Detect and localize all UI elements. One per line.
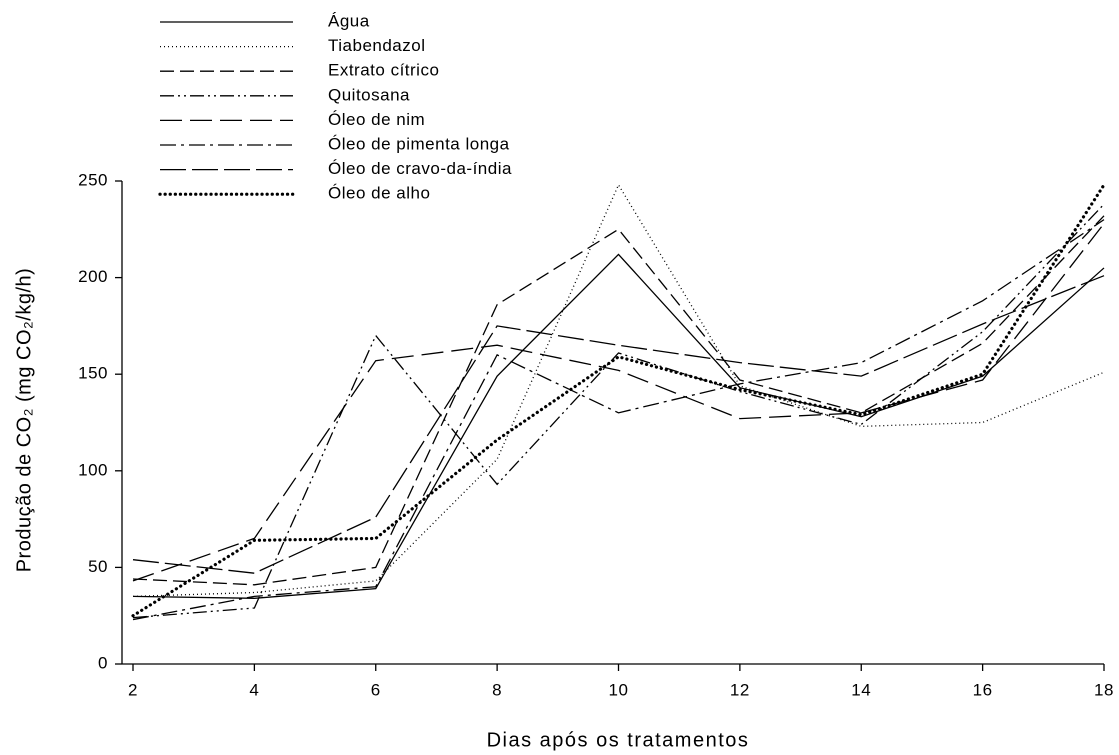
y-tick-label: 250 [78, 170, 108, 189]
x-tick-label: 14 [851, 680, 871, 699]
legend-label: Quitosana [328, 85, 410, 104]
y-tick-label: 200 [78, 267, 108, 286]
x-tick-label: 18 [1094, 680, 1114, 699]
x-tick-label: 10 [609, 680, 629, 699]
y-axis-label: Produção de CO₂ (mg CO₂/kg/h) [13, 268, 35, 573]
series-line [132, 219, 1105, 621]
x-axis-label: Dias após os tratamentos [487, 729, 750, 751]
x-tick-label: 12 [730, 680, 750, 699]
series-line [132, 253, 1105, 599]
x-tick-label: 16 [973, 680, 993, 699]
legend-label: Tiabendazol [328, 36, 426, 55]
x-tick-label: 6 [371, 680, 381, 699]
x-tick-label: 2 [128, 680, 138, 699]
series-line [132, 275, 1105, 574]
series-line [132, 183, 1105, 598]
x-tick-label: 8 [492, 680, 502, 699]
x-tick-label: 4 [249, 680, 259, 699]
y-tick-label: 150 [78, 364, 108, 383]
series-line [132, 215, 1105, 586]
legend-label: Óleo de pimenta longa [328, 134, 510, 153]
y-tick-label: 100 [78, 460, 108, 479]
series-line [131, 183, 1106, 618]
series-line [132, 223, 1105, 582]
legend-label: Óleo de nim [328, 110, 425, 129]
series-line [132, 203, 1105, 619]
legend-label: Extrato cítrico [328, 61, 439, 80]
y-tick-label: 50 [88, 557, 108, 576]
legend-label: Água [328, 11, 370, 30]
y-tick-label: 0 [98, 653, 108, 672]
legend-label: Óleo de alho [328, 184, 430, 203]
legend-label: Óleo de cravo-da-índia [328, 159, 512, 178]
